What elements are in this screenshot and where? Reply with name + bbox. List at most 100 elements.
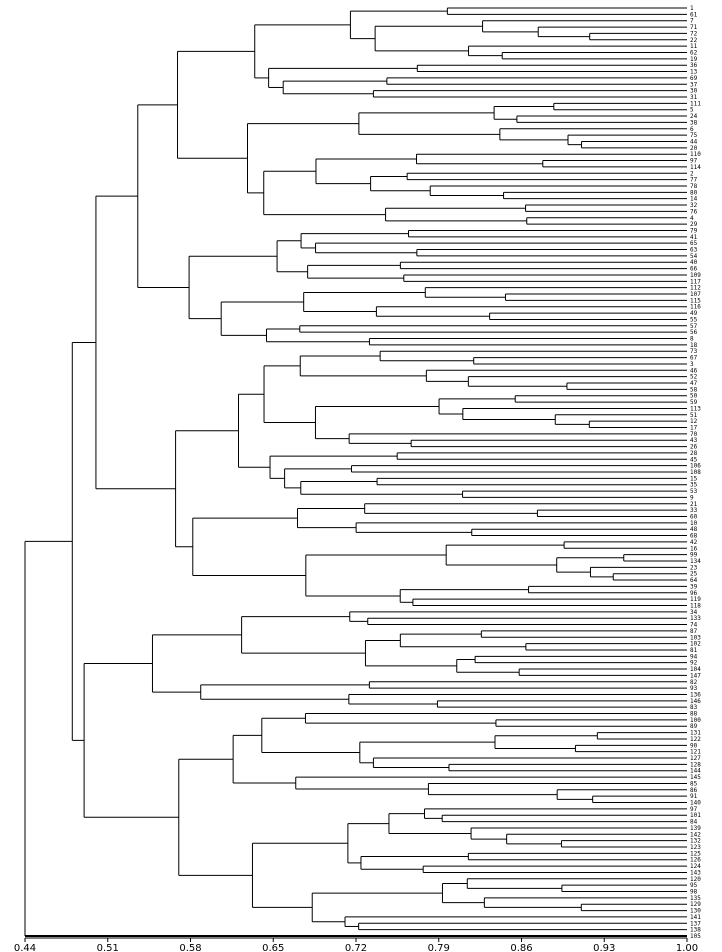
leaf-label: 93 (690, 685, 698, 692)
leaf-label: 64 (690, 577, 698, 584)
dendrogram-tree (24, 7, 687, 937)
x-tick-label: 0.72 (345, 943, 367, 952)
leaf-label: 33 (690, 507, 698, 514)
leaf-label: 90 (690, 742, 698, 749)
leaf-label: 25 (690, 571, 698, 578)
leaf-label: 70 (690, 431, 698, 438)
leaf-label: 30 (690, 88, 698, 95)
leaf-label: 98 (690, 889, 698, 896)
leaf-label: 40 (690, 259, 698, 266)
leaf-label: 100 (690, 717, 701, 724)
leaf-label: 18 (690, 342, 698, 349)
leaf-label: 51 (690, 412, 698, 419)
leaf-label: 94 (690, 653, 698, 660)
leaf-label: 26 (690, 444, 698, 451)
leaf-label: 23 (690, 564, 698, 571)
leaf-label: 9 (690, 494, 694, 501)
leaf-label: 95 (690, 882, 698, 889)
leaf-label: 59 (690, 399, 698, 406)
leaf-label: 75 (690, 132, 698, 139)
leaf-label: 144 (690, 768, 701, 775)
leaf-label: 117 (690, 278, 701, 285)
leaf-label: 22 (690, 37, 698, 44)
leaf-label: 111 (690, 100, 701, 107)
x-tick-label: 0.51 (97, 943, 119, 952)
leaf-label: 84 (690, 819, 698, 826)
leaf-label: 135 (690, 895, 701, 902)
leaf-label: 32 (690, 202, 698, 209)
leaf-label: 124 (690, 863, 701, 870)
leaf-label: 45 (690, 456, 698, 463)
leaf-label: 105 (690, 933, 701, 940)
leaf-label: 54 (690, 253, 698, 260)
leaf-label: 13 (690, 69, 698, 76)
leaf-label: 2 (690, 170, 694, 177)
leaf-label: 7 (690, 18, 694, 25)
leaf-label: 74 (690, 622, 698, 629)
x-axis: 0.44 0.51 0.58 0.65 0.72 0.79 0.86 0.93 1.00 (14, 937, 698, 952)
leaf-label: 128 (690, 761, 701, 768)
leaf-label: 127 (690, 755, 701, 762)
leaf-label: 66 (690, 266, 698, 273)
leaf-label: 122 (690, 736, 701, 743)
leaf-label: 58 (690, 386, 698, 393)
leaf-label: 123 (690, 844, 701, 851)
leaf-label: 140 (690, 800, 701, 807)
leaf-label: 62 (690, 49, 698, 56)
leaf-label: 29 (690, 221, 698, 228)
leaf-label: 87 (690, 628, 698, 635)
leaf-label: 57 (690, 323, 698, 330)
leaf-label: 143 (690, 869, 701, 876)
leaf-label: 15 (690, 475, 698, 482)
leaf-label: 121 (690, 749, 701, 756)
x-tick-label: 0.86 (510, 943, 532, 952)
leaf-label: 65 (690, 240, 698, 247)
leaf-label: 120 (690, 876, 701, 883)
leaf-label: 48 (690, 526, 698, 533)
leaf-label: 49 (690, 310, 698, 317)
leaf-label: 133 (690, 615, 701, 622)
leaf-label: 91 (690, 793, 698, 800)
leaf-label: 146 (690, 698, 701, 705)
leaf-label: 113 (690, 405, 701, 412)
leaf-label: 116 (690, 304, 701, 311)
leaf-label: 139 (690, 825, 701, 832)
leaf-label: 104 (690, 666, 701, 673)
leaf-label: 136 (690, 691, 701, 698)
leaf-label: 35 (690, 482, 698, 489)
leaf-label: 72 (690, 30, 698, 37)
leaf-label: 97 (690, 158, 698, 165)
leaf-label: 112 (690, 285, 701, 292)
leaf-label: 107 (690, 291, 701, 298)
leaf-label: 99 (690, 552, 698, 559)
leaf-label: 145 (690, 774, 701, 781)
leaf-label: 82 (690, 679, 698, 686)
leaf-label: 88 (690, 711, 698, 718)
x-tick-label: 0.93 (593, 943, 615, 952)
leaf-label: 126 (690, 857, 701, 864)
leaf-label: 137 (690, 920, 701, 927)
leaf-label: 134 (690, 558, 701, 565)
leaf-label: 24 (690, 113, 698, 120)
leaf-labels: 1617717222116219361369373031111524386754… (690, 5, 701, 940)
leaf-label: 92 (690, 660, 698, 667)
leaf-label: 21 (690, 501, 698, 508)
leaf-label: 41 (690, 234, 698, 241)
leaf-label: 108 (690, 469, 701, 476)
leaf-label: 96 (690, 590, 698, 597)
leaf-label: 132 (690, 838, 701, 845)
leaf-label: 77 (690, 177, 698, 184)
leaf-label: 55 (690, 316, 698, 323)
leaf-label: 76 (690, 208, 698, 215)
leaf-label: 103 (690, 634, 701, 641)
leaf-label: 63 (690, 247, 698, 254)
leaf-label: 86 (690, 787, 698, 794)
leaf-label: 83 (690, 704, 698, 711)
leaf-label: 101 (690, 812, 701, 819)
leaf-label: 119 (690, 596, 701, 603)
leaf-label: 11 (690, 43, 698, 50)
leaf-label: 14 (690, 196, 698, 203)
leaf-label: 61 (690, 11, 698, 18)
leaf-label: 53 (690, 488, 698, 495)
leaf-label: 73 (690, 348, 698, 355)
